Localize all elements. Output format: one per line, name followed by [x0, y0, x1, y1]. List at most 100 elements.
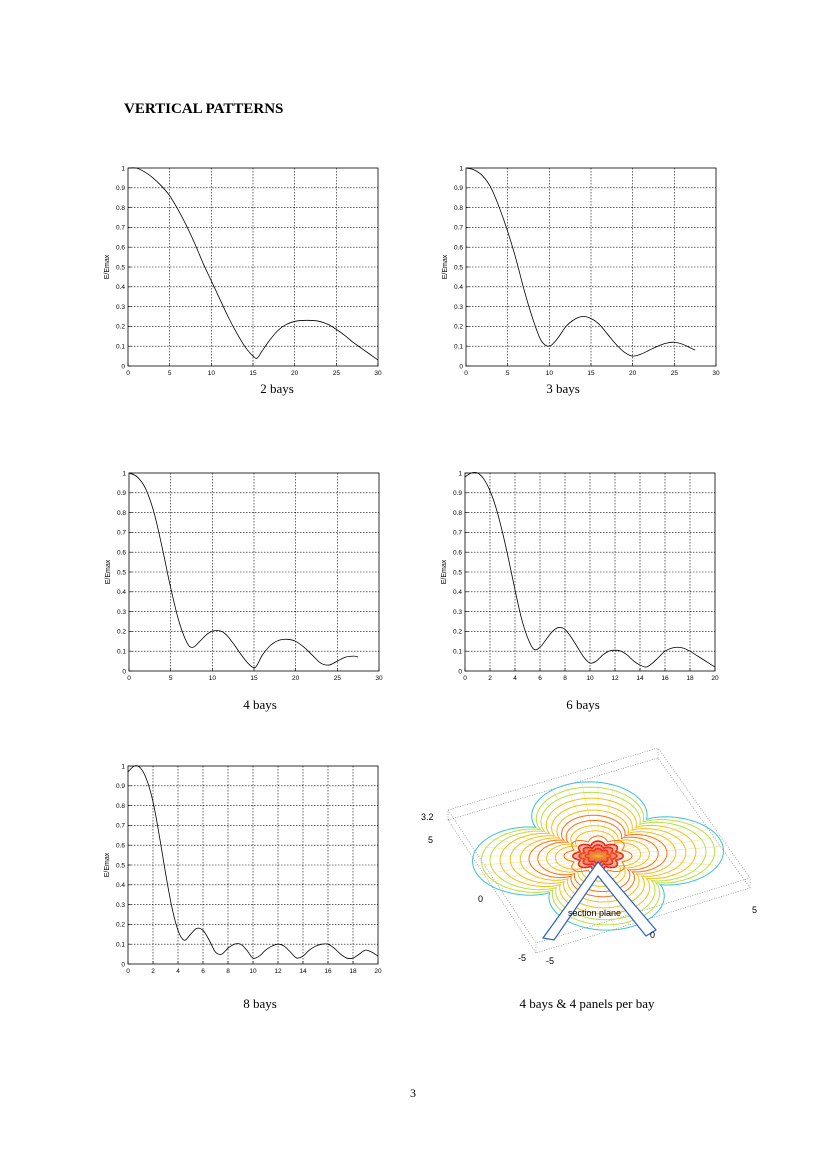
front-axis-tick-label: -5 [546, 956, 554, 966]
pattern-mesh-line [597, 822, 696, 857]
y-tick-label: 0.7 [116, 823, 125, 830]
surface-box-top [447, 747, 751, 944]
pattern-mesh-line [501, 832, 599, 857]
pattern-mesh-line [541, 798, 599, 857]
y-tick-label: 0.2 [453, 629, 462, 636]
page-number: 3 [410, 1086, 416, 1100]
y-axis-label: E/Emax [104, 254, 111, 279]
series-line [465, 167, 696, 357]
y-tick-label: 1 [121, 165, 125, 172]
pattern-mesh-line [597, 829, 708, 857]
y-tick-label: 0.3 [116, 902, 125, 909]
pattern-mesh-line [597, 855, 664, 895]
pattern-mesh-line [534, 807, 599, 857]
x-tick-label: 16 [324, 968, 332, 975]
x-tick-label: 18 [349, 968, 357, 975]
caption-3-bays: 3 bays [546, 381, 580, 396]
x-tick-label: 6 [538, 675, 542, 682]
chart-2-bays-svg: 0 5 10 15 20 25 30 0 0.1 0.2 0.3 0.4 0.5 0.6 0.7 0.8 0.9… [104, 165, 382, 377]
chart-3-bays-svg: 0 5 10 15 20 25 30 0 0.1 0.2 0.3 0.4 0.5 0.6 0.7 0.8 0.9… [442, 165, 720, 377]
y-tick-label: 1 [459, 165, 463, 172]
y-tick-label: 0.7 [116, 225, 125, 232]
x-tick-label: 30 [375, 675, 383, 682]
x-tick-label: 10 [249, 968, 257, 975]
x-tick-label: 2 [488, 675, 492, 682]
y-tick-label: 0 [459, 363, 463, 370]
x-tick-label: 10 [209, 675, 217, 682]
series-line [127, 167, 379, 361]
section-plane-wedge [541, 861, 657, 941]
x-tick-label: 25 [334, 675, 342, 682]
x-tick-label: 25 [671, 370, 679, 377]
left-axis-tick-label: 0 [478, 894, 483, 904]
pattern-contour-ring [471, 781, 725, 931]
y-tick-label: 0.8 [453, 510, 462, 517]
y-tick-label: 0 [458, 668, 462, 675]
chart-8-bays: 0 2 4 6 8 10 12 14 16 18 20 0 0.1 0.2 0.3 0.4 0.5 0.6 0.7 0… [100, 756, 390, 991]
y-tick-label: 0.2 [116, 922, 125, 929]
pattern-mesh-line [551, 855, 599, 904]
pattern-mesh-line [517, 828, 599, 857]
y-tick-label: 0.6 [453, 550, 462, 557]
y-tick-label: 0.4 [116, 882, 125, 889]
x-tick-label: 20 [292, 675, 300, 682]
x-tick-label: 10 [546, 370, 554, 377]
pattern-mesh-line [597, 798, 639, 857]
pattern-mesh-line [552, 791, 599, 857]
z-tick-label: 3.2 [421, 812, 434, 822]
y-axis-label: E/Emax [442, 254, 449, 279]
y-tick-label: 0.4 [117, 589, 126, 596]
x-tick-label: 5 [168, 370, 172, 377]
x-tick-label: 8 [563, 675, 567, 682]
x-tick-label: 18 [686, 675, 694, 682]
y-tick-label: 0.3 [453, 609, 462, 616]
y-tick-label: 0.6 [116, 843, 125, 850]
x-tick-label: 8 [226, 968, 230, 975]
pattern-mesh-line [566, 786, 599, 857]
pattern-mesh-line [597, 819, 646, 857]
y-tick-label: 0.2 [454, 324, 463, 331]
pattern-mesh-line [479, 855, 599, 875]
x-tick-label: 0 [127, 675, 131, 682]
x-tick-label: 30 [712, 370, 720, 377]
x-tick-label: 2 [151, 968, 155, 975]
y-axis-label: E/Emax [104, 852, 111, 877]
caption-8-bays: 8 bays [243, 996, 277, 1011]
x-tick-label: 16 [661, 675, 669, 682]
caption-6-bays: 6 bays [566, 697, 600, 712]
series-line [128, 472, 359, 669]
front-axis-tick-label: 0 [650, 930, 655, 940]
y-tick-label: 0.9 [116, 185, 125, 192]
y-tick-label: 0.7 [117, 530, 126, 537]
x-tick-label: 12 [274, 968, 282, 975]
pattern-mesh-line [550, 855, 599, 893]
y-tick-label: 0.1 [116, 942, 125, 949]
pattern-mesh-line [557, 855, 599, 914]
x-tick-label: 0 [126, 370, 130, 377]
x-tick-label: 4 [176, 968, 180, 975]
chart-6-bays: 0 2 4 6 8 10 12 14 16 18 20 0 0.1 0.2 0.3 0.4 0.5 0.6 0.7 0… [437, 463, 727, 698]
y-tick-label: 0.4 [453, 589, 462, 596]
x-tick-label: 15 [249, 370, 257, 377]
y-axis-label: E/Emax [105, 559, 112, 584]
y-axis-label: E/Emax [441, 559, 448, 584]
pattern-mesh-line [597, 855, 655, 914]
y-tick-label: 0 [122, 668, 126, 675]
caption-2-bays: 2 bays [260, 381, 294, 396]
chart-4-bays: 0 5 10 15 20 25 30 0 0.1 0.2 0.3 0.4 0.5 0.6 0.7 0.8 0.9… [101, 463, 391, 698]
pattern-mesh-line [475, 855, 599, 866]
x-tick-label: 5 [169, 675, 173, 682]
y-tick-label: 0.3 [116, 304, 125, 311]
y-tick-label: 0.7 [454, 225, 463, 232]
y-tick-label: 0.8 [116, 803, 125, 810]
x-tick-label: 20 [374, 968, 382, 975]
pattern-mesh-line [597, 855, 662, 905]
y-tick-label: 0 [121, 363, 125, 370]
section-plane-label: section plane [568, 908, 621, 918]
y-tick-label: 0.5 [454, 264, 463, 271]
x-tick-label: 10 [586, 675, 594, 682]
pattern-mesh-line [597, 855, 661, 885]
pattern-mesh-line [597, 855, 679, 884]
y-tick-label: 0 [121, 961, 125, 968]
y-tick-label: 0.3 [117, 609, 126, 616]
